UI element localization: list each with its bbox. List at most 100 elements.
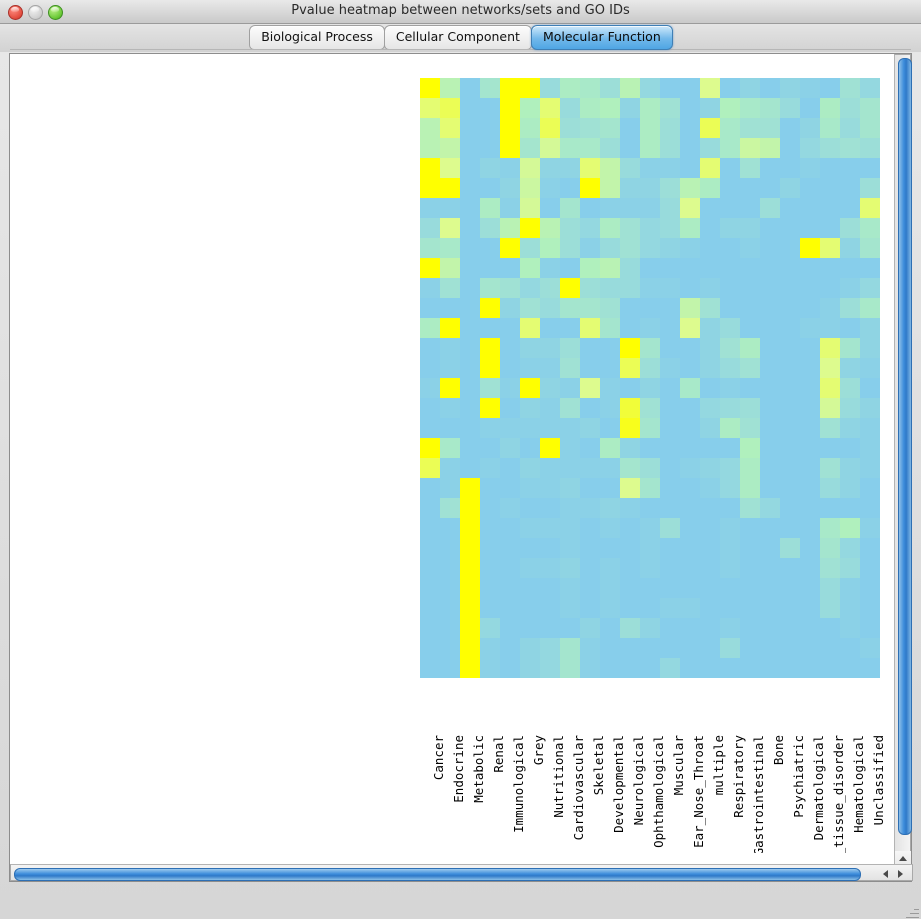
heatmap-cell[interactable] (720, 478, 740, 498)
heatmap-cell[interactable] (620, 158, 640, 178)
heatmap-cell[interactable] (440, 558, 460, 578)
heatmap-cell[interactable] (780, 318, 800, 338)
heatmap-cell[interactable] (640, 518, 660, 538)
heatmap-cell[interactable] (820, 478, 840, 498)
heatmap-cell[interactable] (500, 358, 520, 378)
heatmap-cell[interactable] (540, 498, 560, 518)
heatmap-cell[interactable] (780, 458, 800, 478)
heatmap-cell[interactable] (620, 238, 640, 258)
heatmap-cell[interactable] (820, 78, 840, 98)
heatmap-cell[interactable] (640, 638, 660, 658)
heatmap-cell[interactable] (820, 338, 840, 358)
heatmap-cell[interactable] (680, 78, 700, 98)
heatmap-cell[interactable] (540, 198, 560, 218)
heatmap-cell[interactable] (460, 358, 480, 378)
heatmap-cell[interactable] (520, 218, 540, 238)
heatmap-cell[interactable] (560, 158, 580, 178)
heatmap-cell[interactable] (580, 558, 600, 578)
heatmap-cell[interactable] (640, 498, 660, 518)
heatmap-cell[interactable] (620, 78, 640, 98)
heatmap-cell[interactable] (620, 578, 640, 598)
heatmap-cell[interactable] (640, 158, 660, 178)
heatmap-cell[interactable] (720, 598, 740, 618)
heatmap-cell[interactable] (820, 558, 840, 578)
heatmap-cell[interactable] (780, 518, 800, 538)
heatmap-cell[interactable] (680, 238, 700, 258)
heatmap-cell[interactable] (560, 658, 580, 678)
heatmap-cell[interactable] (740, 338, 760, 358)
heatmap-cell[interactable] (740, 498, 760, 518)
heatmap-cell[interactable] (620, 318, 640, 338)
heatmap-cell[interactable] (740, 458, 760, 478)
heatmap-cell[interactable] (840, 418, 860, 438)
heatmap-cell[interactable] (700, 518, 720, 538)
heatmap-cell[interactable] (440, 658, 460, 678)
heatmap-cell[interactable] (840, 158, 860, 178)
heatmap-cell[interactable] (740, 358, 760, 378)
heatmap-cell[interactable] (420, 618, 440, 638)
heatmap-cell[interactable] (720, 618, 740, 638)
heatmap-cell[interactable] (600, 178, 620, 198)
heatmap-cell[interactable] (460, 498, 480, 518)
heatmap-cell[interactable] (620, 418, 640, 438)
heatmap-cell[interactable] (640, 278, 660, 298)
heatmap-cell[interactable] (700, 238, 720, 258)
heatmap-cell[interactable] (460, 338, 480, 358)
heatmap-cell[interactable] (420, 358, 440, 378)
heatmap-cell[interactable] (800, 218, 820, 238)
heatmap-cell[interactable] (440, 398, 460, 418)
heatmap-cell[interactable] (840, 638, 860, 658)
heatmap-cell[interactable] (500, 278, 520, 298)
heatmap-cell[interactable] (760, 518, 780, 538)
heatmap-cell[interactable] (780, 258, 800, 278)
heatmap-cell[interactable] (520, 298, 540, 318)
heatmap-cell[interactable] (420, 598, 440, 618)
heatmap-cell[interactable] (780, 138, 800, 158)
heatmap-cell[interactable] (860, 458, 880, 478)
heatmap-cell[interactable] (500, 578, 520, 598)
heatmap-cell[interactable] (660, 178, 680, 198)
heatmap-cell[interactable] (440, 458, 460, 478)
heatmap-cell[interactable] (840, 518, 860, 538)
heatmap-cell[interactable] (520, 538, 540, 558)
heatmap-cell[interactable] (780, 78, 800, 98)
heatmap-cell[interactable] (520, 98, 540, 118)
heatmap-cell[interactable] (780, 618, 800, 638)
heatmap-cell[interactable] (540, 318, 560, 338)
heatmap-cell[interactable] (800, 578, 820, 598)
heatmap-cell[interactable] (480, 498, 500, 518)
heatmap-cell[interactable] (640, 118, 660, 138)
heatmap-cell[interactable] (540, 638, 560, 658)
heatmap-cell[interactable] (460, 478, 480, 498)
heatmap-cell[interactable] (460, 458, 480, 478)
heatmap-cell[interactable] (560, 438, 580, 458)
heatmap-cell[interactable] (680, 598, 700, 618)
heatmap-cell[interactable] (700, 98, 720, 118)
heatmap-cell[interactable] (520, 438, 540, 458)
heatmap-cell[interactable] (860, 218, 880, 238)
heatmap-cell[interactable] (560, 318, 580, 338)
heatmap-cell[interactable] (780, 598, 800, 618)
heatmap-cell[interactable] (420, 78, 440, 98)
heatmap-cell[interactable] (620, 118, 640, 138)
heatmap-cell[interactable] (700, 538, 720, 558)
heatmap-cell[interactable] (700, 558, 720, 578)
heatmap-cell[interactable] (560, 178, 580, 198)
heatmap-cell[interactable] (600, 78, 620, 98)
heatmap-cell[interactable] (760, 418, 780, 438)
heatmap-cell[interactable] (540, 478, 560, 498)
heatmap-cell[interactable] (660, 478, 680, 498)
heatmap-cell[interactable] (600, 438, 620, 458)
heatmap-cell[interactable] (640, 78, 660, 98)
heatmap-cell[interactable] (520, 458, 540, 478)
heatmap-cell[interactable] (540, 138, 560, 158)
heatmap-cell[interactable] (680, 218, 700, 238)
heatmap-cell[interactable] (700, 498, 720, 518)
heatmap-cell[interactable] (540, 218, 560, 238)
heatmap-cell[interactable] (440, 218, 460, 238)
heatmap-cell[interactable] (720, 318, 740, 338)
heatmap-cell[interactable] (540, 438, 560, 458)
heatmap-cell[interactable] (600, 98, 620, 118)
heatmap-cell[interactable] (860, 658, 880, 678)
heatmap-cell[interactable] (620, 458, 640, 478)
